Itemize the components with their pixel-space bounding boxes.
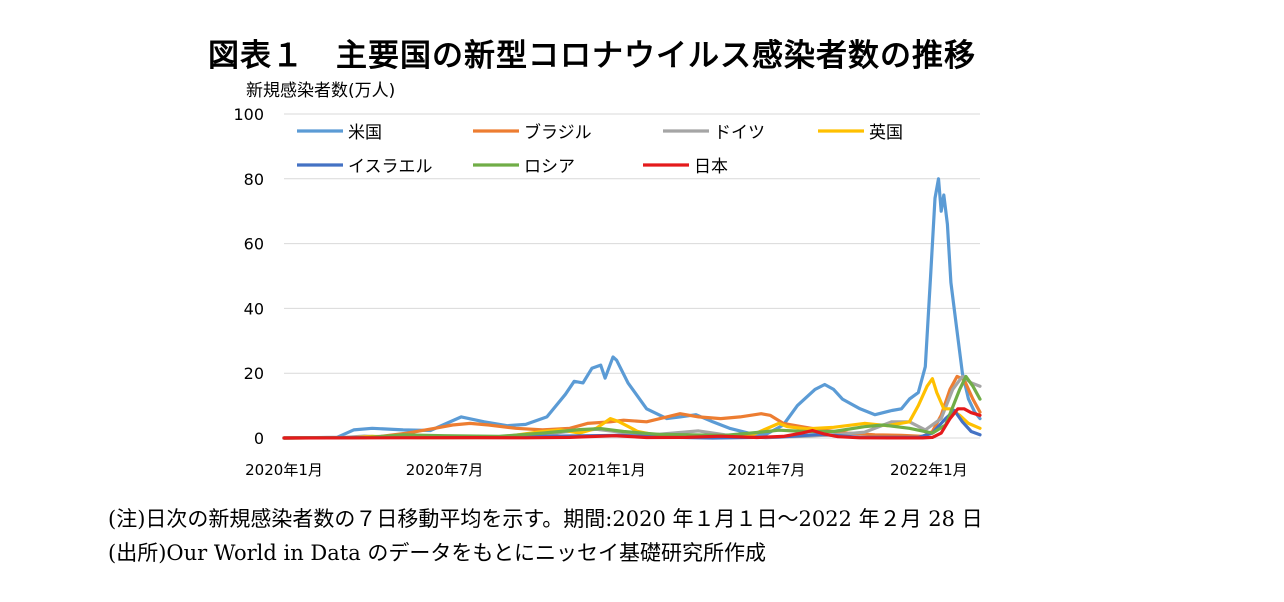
legend-label: 日本 <box>694 157 728 177</box>
legend-label: ロシア <box>524 157 575 177</box>
legend-label: 米国 <box>348 123 382 143</box>
series-line <box>282 374 982 440</box>
chart-title: 図表１ 主要国の新型コロナウイルス感染者数の推移 <box>208 38 976 74</box>
y-tick-label: 0 <box>254 429 264 448</box>
series-line <box>282 407 982 440</box>
y-tick-labels: 0 20 40 60 80 100 <box>233 105 264 448</box>
legend-label: イスラエル <box>348 157 433 177</box>
x-tick-labels: 2020年1月 2020年7月 2021年1月 2021年7月 2022年1月 <box>245 461 968 479</box>
x-tick-label: 2022年1月 <box>890 461 968 479</box>
series-lines <box>282 177 982 440</box>
x-tick-label: 2021年7月 <box>728 461 806 479</box>
y-tick-label: 100 <box>233 105 264 124</box>
y-axis-label: 新規感染者数(万人) <box>246 81 395 101</box>
legend-label: ドイツ <box>714 123 765 143</box>
legend-label: 英国 <box>869 123 903 143</box>
y-tick-label: 80 <box>244 170 264 189</box>
y-tick-label: 40 <box>244 299 264 318</box>
legend-label: ブラジル <box>524 122 592 143</box>
x-tick-label: 2020年7月 <box>406 461 484 479</box>
footnote: (注)日次の新規感染者数の７日移動平均を示す。期間:2020 年１月１日～202… <box>108 507 983 531</box>
source-note: (出所)Our World in Data のデータをもとにニッセイ基礎研究所作… <box>108 541 767 565</box>
x-tick-label: 2021年1月 <box>568 461 646 479</box>
x-tick-label: 2020年1月 <box>245 461 323 479</box>
y-tick-label: 20 <box>244 364 264 383</box>
y-tick-label: 60 <box>244 235 264 254</box>
